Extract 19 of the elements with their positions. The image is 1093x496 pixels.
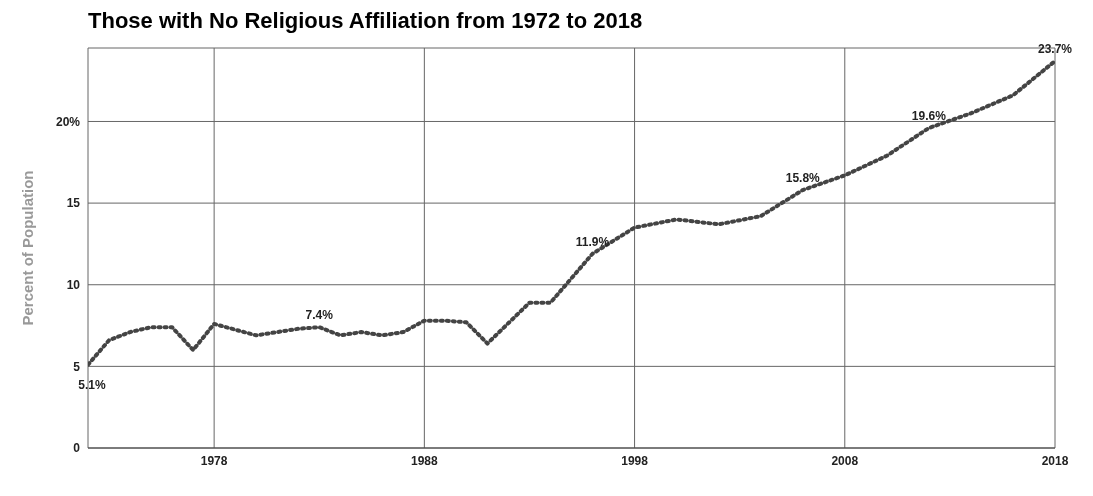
y-axis-title: Percent of Population (19, 170, 37, 326)
line-series (88, 59, 1055, 367)
x-tick-label: 2008 (831, 453, 859, 468)
data-label: 7.4% (305, 308, 334, 323)
x-tick-label: 1998 (621, 453, 649, 468)
data-label: 19.6% (911, 109, 947, 123)
y-tick-label: 5 (73, 359, 81, 374)
y-tick-label: 0 (73, 441, 81, 456)
data-label: 5.1% (78, 377, 106, 392)
x-tick-label: 2018 (1041, 453, 1069, 468)
data-label: 23.7% (1037, 42, 1073, 57)
x-tick-label: 1978 (200, 453, 228, 468)
chart-title: Those with No Religious Affiliation from 1972 to 2018 (88, 8, 644, 35)
data-label: 11.9% (575, 234, 610, 249)
y-tick-label: 15 (66, 196, 81, 211)
y-tick-label: 20% (55, 114, 81, 129)
x-tick-label: 1988 (411, 453, 439, 468)
data-label: 15.8% (785, 171, 821, 186)
y-tick-label: 10 (66, 277, 81, 292)
